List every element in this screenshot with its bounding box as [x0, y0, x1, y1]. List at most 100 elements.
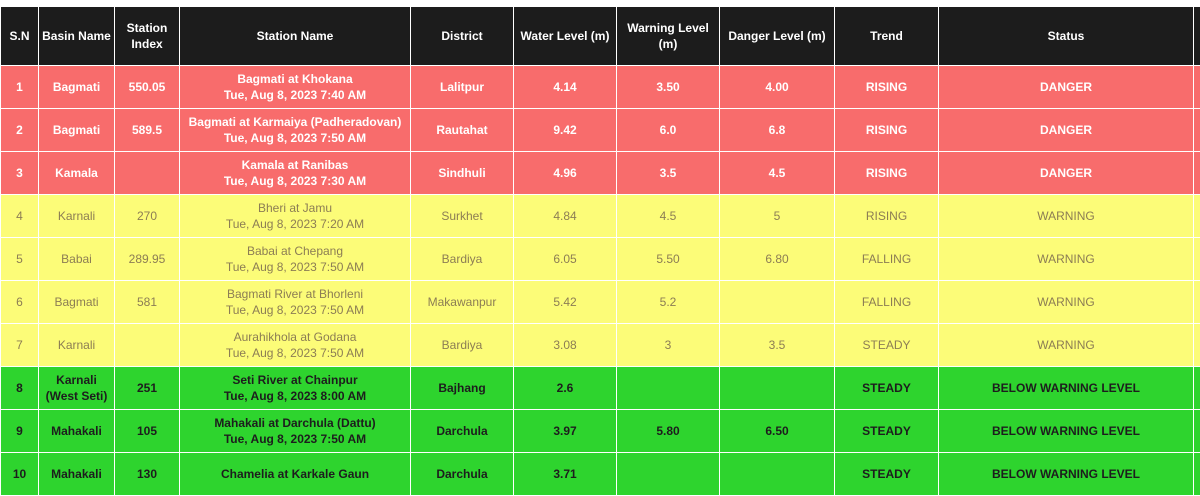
cell-danger-level [720, 281, 835, 324]
cell-basin-name: Mahakali [39, 453, 115, 496]
station-reading-time: Tue, Aug 8, 2023 7:50 AM [182, 130, 408, 146]
station-reading-time: Tue, Aug 8, 2023 7:50 AM [182, 345, 408, 361]
station-name: Bheri at Jamu [182, 200, 408, 216]
cell-status: WARNING [939, 324, 1194, 367]
cell-station: Mahakali at Darchula (Dattu)Tue, Aug 8, … [180, 410, 411, 453]
station-name: Aurahikhola at Godana [182, 329, 408, 345]
cell-district: Bajhang [411, 367, 514, 410]
header-warning-level: Warning Level (m) [617, 7, 720, 66]
station-reading-time: Tue, Aug 8, 2023 7:50 AM [182, 302, 408, 318]
cell-basin-name: Bagmati [39, 109, 115, 152]
cell-sn: 3 [1, 152, 39, 195]
cell-station-index: 105 [115, 410, 180, 453]
cell-district: Darchula [411, 453, 514, 496]
header-water-level: Water Level (m) [514, 7, 617, 66]
cell-warning-level: 6.0 [617, 109, 720, 152]
cell-trend: STEADY [835, 453, 939, 496]
cell-station-index [115, 324, 180, 367]
cell-water-level: 4.14 [514, 66, 617, 109]
cell-station: Chamelia at Karkale Gaun [180, 453, 411, 496]
station-name: Babai at Chepang [182, 243, 408, 259]
cell-district: Bardiya [411, 238, 514, 281]
header-station-index-line2: Index [117, 36, 177, 52]
cell-status: DANGER [939, 109, 1194, 152]
cell-basin-name: Bagmati [39, 66, 115, 109]
cell-danger-level: 6.8 [720, 109, 835, 152]
header-station-index: Station Index [115, 7, 180, 66]
cell-station-index: 550.05 [115, 66, 180, 109]
cell-warning-level: 3 [617, 324, 720, 367]
cell-station-index: 589.5 [115, 109, 180, 152]
cell-trend: STEADY [835, 410, 939, 453]
station-name: Bagmati at Karmaiya (Padheradovan) [182, 114, 408, 130]
header-district: District [411, 7, 514, 66]
header-status: Status [939, 7, 1194, 66]
cell-warning-level [617, 367, 720, 410]
cell-water-level: 3.08 [514, 324, 617, 367]
cell-danger-level [720, 453, 835, 496]
header-row: S.N Basin Name Station Index Station Nam… [1, 7, 1200, 66]
cell-district: Bardiya [411, 324, 514, 367]
cell-district: Makawanpur [411, 281, 514, 324]
header-basin-name: Basin Name [39, 7, 115, 66]
cell-warning-level: 3.5 [617, 152, 720, 195]
cell-warning-level [617, 453, 720, 496]
row-spacer [1194, 410, 1200, 453]
cell-warning-level: 4.5 [617, 195, 720, 238]
cell-water-level: 5.42 [514, 281, 617, 324]
cell-station-index: 251 [115, 367, 180, 410]
cell-trend: STEADY [835, 324, 939, 367]
cell-basin-name: Babai [39, 238, 115, 281]
station-name: Bagmati River at Bhorleni [182, 286, 408, 302]
cell-status: BELOW WARNING LEVEL [939, 453, 1194, 496]
cell-warning-level: 5.2 [617, 281, 720, 324]
cell-district: Rautahat [411, 109, 514, 152]
cell-danger-level: 6.50 [720, 410, 835, 453]
station-name: Kamala at Ranibas [182, 157, 408, 173]
cell-status: DANGER [939, 66, 1194, 109]
cell-water-level: 2.6 [514, 367, 617, 410]
cell-danger-level: 4.00 [720, 66, 835, 109]
station-reading-time: Tue, Aug 8, 2023 7:50 AM [182, 259, 408, 275]
cell-sn: 10 [1, 453, 39, 496]
cell-water-level: 3.97 [514, 410, 617, 453]
cell-station-index: 270 [115, 195, 180, 238]
cell-district: Surkhet [411, 195, 514, 238]
cell-station-index [115, 152, 180, 195]
cell-status: DANGER [939, 152, 1194, 195]
river-watch-table: S.N Basin Name Station Index Station Nam… [0, 6, 1200, 496]
river-watch-table-container: S.N Basin Name Station Index Station Nam… [0, 6, 1200, 496]
cell-status: WARNING [939, 238, 1194, 281]
cell-basin-name: Karnali [39, 324, 115, 367]
cell-district: Sindhuli [411, 152, 514, 195]
cell-basin-name: Bagmati [39, 281, 115, 324]
cell-district: Lalitpur [411, 66, 514, 109]
cell-water-level: 4.84 [514, 195, 617, 238]
cell-trend: FALLING [835, 238, 939, 281]
station-reading-time: Tue, Aug 8, 2023 7:30 AM [182, 173, 408, 189]
cell-danger-level: 4.5 [720, 152, 835, 195]
cell-trend: RISING [835, 195, 939, 238]
row-spacer [1194, 453, 1200, 496]
cell-trend: STEADY [835, 367, 939, 410]
cell-sn: 1 [1, 66, 39, 109]
row-spacer [1194, 367, 1200, 410]
cell-danger-level: 5 [720, 195, 835, 238]
row-spacer [1194, 109, 1200, 152]
cell-danger-level [720, 367, 835, 410]
header-spacer [1194, 7, 1200, 66]
cell-basin-name: Kamala [39, 152, 115, 195]
cell-sn: 4 [1, 195, 39, 238]
station-reading-time: Tue, Aug 8, 2023 8:00 AM [182, 388, 408, 404]
cell-sn: 2 [1, 109, 39, 152]
station-reading-time: Tue, Aug 8, 2023 7:50 AM [182, 431, 408, 447]
station-name: Bagmati at Khokana [182, 71, 408, 87]
